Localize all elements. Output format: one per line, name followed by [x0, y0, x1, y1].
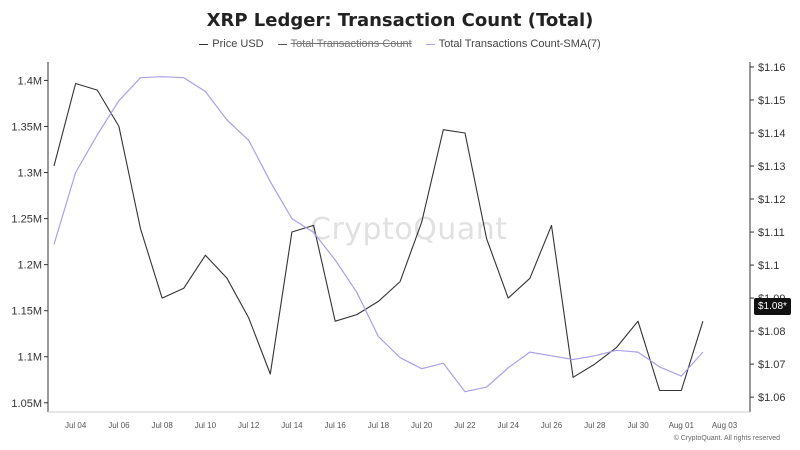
right-tick-label: $1.12	[758, 194, 786, 206]
right-tick-label: $1.07	[758, 359, 786, 371]
left-tick-label: 1.15M	[11, 306, 42, 318]
x-tick-label: Jul 08	[151, 421, 173, 430]
left-tick-label: 1.05M	[11, 398, 42, 410]
x-tick-label: Jul 30	[627, 421, 649, 430]
x-tick-label: Aug 01	[669, 421, 695, 430]
x-tick-label: Jul 20	[411, 421, 433, 430]
legend-swatch-sma	[425, 43, 435, 45]
legend-item-total-count[interactable]: Total Transactions Count	[277, 38, 412, 50]
left-tick-label: 1.35M	[11, 121, 42, 133]
legend-label-price: Price USD	[212, 38, 264, 50]
legend-item-sma[interactable]: Total Transactions Count-SMA(7)	[425, 38, 601, 50]
right-tick-label: $1.13	[758, 161, 786, 173]
legend-swatch-total-count	[277, 43, 287, 45]
right-tick-label: $1.15	[758, 95, 786, 107]
x-tick-label: Jul 26	[541, 421, 563, 430]
legend-label-sma: Total Transactions Count-SMA(7)	[438, 38, 601, 50]
x-tick-label: Jul 06	[108, 421, 130, 430]
current-price-badge: $1.08*	[754, 298, 791, 315]
right-tick-label: $1.1	[758, 260, 779, 272]
x-tick-label: Jul 10	[195, 421, 217, 430]
x-tick-label: Aug 03	[712, 421, 738, 430]
right-tick-label: $1.16	[758, 62, 786, 74]
right-tick-label: $1.11	[758, 227, 785, 239]
x-tick-label: Jul 14	[281, 421, 303, 430]
x-tick-label: Jul 18	[368, 421, 390, 430]
x-tick-label: Jul 16	[325, 421, 347, 430]
legend: Price USD Total Transactions Count Total…	[0, 38, 800, 50]
right-tick-label: $1.06	[758, 392, 786, 404]
left-tick-label: 1.1M	[18, 352, 42, 364]
right-tick-label: $1.08	[758, 326, 786, 338]
x-tick-label: Jul 28	[584, 421, 606, 430]
copyright-footer: © CryptoQuant. All rights reserved	[673, 435, 780, 442]
legend-label-total-count: Total Transactions Count	[290, 38, 412, 50]
legend-item-price[interactable]: Price USD	[199, 38, 264, 50]
left-tick-label: 1.3M	[18, 168, 42, 180]
x-tick-label: Jul 24	[498, 421, 520, 430]
left-tick-label: 1.25M	[11, 214, 42, 226]
series-line-total-transactions-count-sma-7-	[53, 76, 704, 393]
x-tick-label: Jul 04	[65, 421, 87, 430]
chart-title: XRP Ledger: Transaction Count (Total)	[206, 10, 594, 31]
x-tick-label: Jul 22	[454, 421, 476, 430]
x-tick-label: Jul 12	[238, 421, 260, 430]
left-tick-label: 1.2M	[18, 260, 42, 272]
right-tick-label: $1.14	[758, 128, 786, 140]
left-tick-label: 1.4M	[18, 75, 42, 87]
watermark: CryptoQuant	[310, 212, 508, 247]
legend-swatch-price	[199, 43, 209, 45]
series-line-price-usd	[53, 82, 704, 392]
